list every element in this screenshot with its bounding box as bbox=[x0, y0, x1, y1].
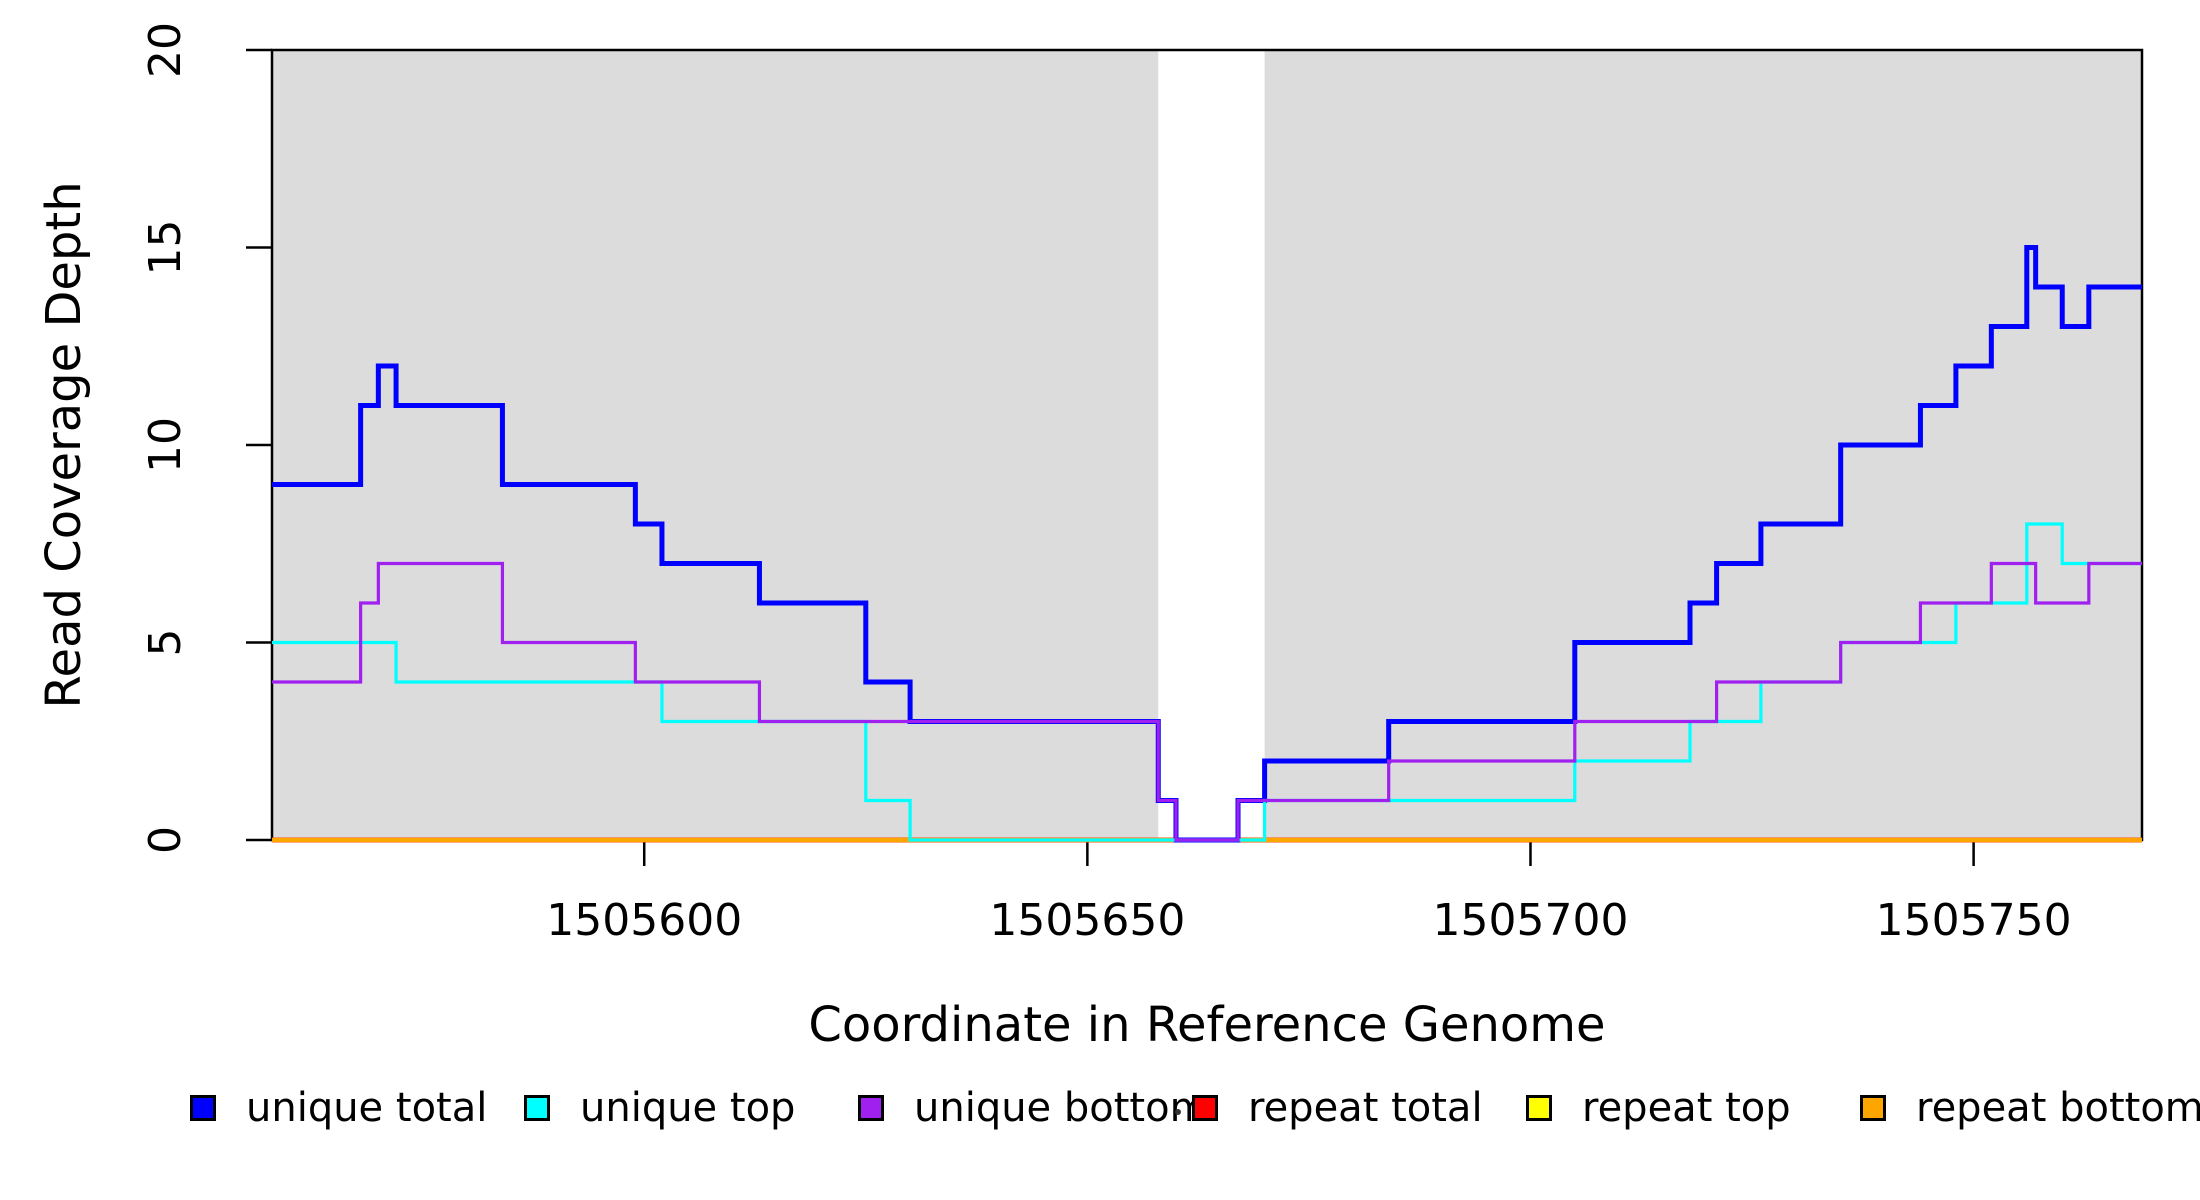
shaded-region bbox=[272, 50, 1159, 840]
legend-swatch-repeat-top bbox=[1526, 1095, 1552, 1121]
x-tick-label: 1505650 bbox=[989, 895, 1185, 946]
legend-swatch-repeat-bottom bbox=[1860, 1095, 1886, 1121]
legend-entry-unique-bottom: unique bottom bbox=[858, 1088, 1209, 1128]
y-tick-label: 0 bbox=[140, 826, 191, 854]
x-tick-label: 1505750 bbox=[1876, 895, 2072, 946]
legend-label: repeat top bbox=[1582, 1085, 1791, 1131]
legend-label: repeat total bbox=[1248, 1085, 1483, 1131]
y-tick-label: 5 bbox=[140, 629, 191, 657]
legend-swatch-unique-top bbox=[524, 1095, 550, 1121]
x-tick-label: 1505600 bbox=[546, 895, 742, 946]
legend-label: unique bottom bbox=[914, 1085, 1209, 1131]
legend-swatch-repeat-total bbox=[1192, 1095, 1218, 1121]
series-line-unique-bottom bbox=[272, 561, 2142, 842]
legend-entry-repeat-total: repeat total bbox=[1192, 1088, 1483, 1128]
x-tick-label: 1505700 bbox=[1432, 895, 1628, 946]
legend-entry-repeat-bottom: repeat bottom bbox=[1860, 1088, 2200, 1128]
shaded-region bbox=[1264, 50, 2142, 840]
x-axis-title: Coordinate in Reference Genome bbox=[808, 997, 1606, 1053]
legend-label: unique top bbox=[580, 1085, 796, 1131]
y-tick-label: 15 bbox=[140, 220, 191, 276]
legend-swatch-unique-bottom bbox=[858, 1095, 884, 1121]
legend-entry-unique-top: unique top bbox=[524, 1088, 795, 1128]
legend-label: repeat bottom bbox=[1916, 1085, 2200, 1131]
legend-swatch-unique-total bbox=[190, 1095, 216, 1121]
y-axis-title: Read Coverage Depth bbox=[36, 181, 92, 709]
series-line-unique-top bbox=[272, 522, 2142, 842]
y-tick-label: 20 bbox=[140, 22, 191, 78]
legend-label: unique total bbox=[246, 1085, 488, 1131]
y-tick-label: 10 bbox=[140, 417, 191, 473]
series-line-unique-total bbox=[272, 245, 2142, 843]
legend-entry-unique-total: unique total bbox=[190, 1088, 487, 1128]
stray-dot-artifact bbox=[1175, 1109, 1181, 1115]
legend-entry-repeat-top: repeat top bbox=[1526, 1088, 1791, 1128]
